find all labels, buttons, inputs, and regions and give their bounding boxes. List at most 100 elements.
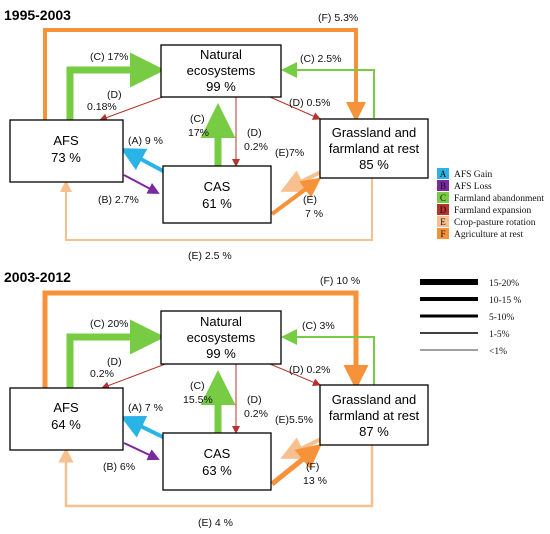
flow-label: (E) (303, 194, 317, 206)
legend-width-10-15: 10-15 % (420, 296, 522, 306)
legend-label: Crop-pasture rotation (454, 218, 536, 228)
legend-category-d: D Farmland expansion (437, 204, 532, 216)
flow-label: 0.2% (244, 141, 268, 153)
legend-key: C (440, 193, 446, 203)
box-value: 85 % (359, 157, 389, 172)
flow-label: 13 % (303, 475, 327, 487)
flow-label: (B) 2.7% (98, 194, 139, 206)
box-label: CAS (204, 446, 231, 461)
flow-label: (C) 2.5% (300, 53, 341, 65)
period-title: 1995-2003 (4, 7, 71, 23)
flow-d-natural-to-grassland (269, 363, 321, 386)
legend-key: E (440, 217, 446, 227)
box-label: Grassland and (332, 125, 417, 140)
flow-b-afs-to-cas (123, 174, 160, 194)
flow-label: (C) 17% (90, 51, 129, 63)
flow-label: (E)5.5% (275, 414, 313, 426)
box-label: CAS (204, 179, 231, 194)
legend-width-1-5: 1-5% (420, 330, 510, 340)
flow-label: 0.2% (244, 408, 268, 420)
flow-c-grassland-to-natural (281, 329, 375, 385)
flow-label: (D) 0.2% (289, 364, 330, 376)
legend-label: AFS Loss (454, 182, 492, 192)
box-afs: AFS 73 % (9, 119, 124, 183)
legend-width-lt1: <1% (420, 347, 507, 357)
flow-label: (D) (247, 394, 262, 406)
period-1995-2003: 1995-2003 (F) 5.3% (C) 17% (C) 2.5% (D) … (4, 7, 429, 262)
box-label: farmland at rest (329, 141, 420, 156)
box-label: ecosystems (187, 330, 256, 345)
flow-f-cas-to-grassland (270, 443, 322, 486)
flow-b-afs-to-cas (123, 442, 160, 461)
legend-category-e: E Crop-pasture rotation (437, 216, 536, 228)
flow-label: (C) 20% (90, 318, 129, 330)
box-cas: CAS 63 % (162, 432, 272, 491)
flow-a-cas-to-afs (120, 148, 166, 174)
legend-category-a: A AFS Gain (437, 168, 493, 180)
flow-d-natural-to-afs (99, 94, 169, 122)
flow-label: (B) 6% (103, 461, 135, 473)
box-cas: CAS 61 % (162, 165, 272, 224)
flow-c-afs-to-natural (66, 52, 165, 120)
box-natural-ecosystems: Natural ecosystems 99 % (160, 310, 282, 365)
flow-e-grassland-to-afs (60, 178, 373, 241)
flow-label: (D) (247, 127, 262, 139)
flow-d-natural-to-grassland (269, 96, 321, 120)
box-value: 64 % (51, 417, 81, 432)
box-value: 99 % (206, 79, 236, 94)
flow-label: 0.18% (87, 101, 117, 113)
legend-label: Agriculture at rest (454, 230, 523, 240)
legend-key: A (440, 169, 447, 179)
legend-label: Farmland abandonment (454, 194, 544, 204)
period-2003-2012: 2003-2012 (F) 10 % (C) 20% (C) 3% (D) 0.… (4, 269, 429, 529)
box-label: Natural (200, 47, 242, 62)
legend-label: AFS Gain (454, 170, 493, 180)
flow-label: 15.5% (183, 394, 213, 406)
legend-width-label: 10-15 % (489, 296, 522, 306)
flow-f-afs-to-grassland (42, 290, 369, 390)
flow-e-grassland-to-afs (58, 445, 374, 508)
legend: A AFS Gain B AFS Loss C Farmland abandon… (420, 168, 544, 357)
flow-label: 7 % (305, 208, 323, 220)
legend-category-b: B AFS Loss (437, 180, 492, 192)
box-afs: AFS 64 % (9, 387, 124, 451)
legend-width-label: <1% (489, 347, 507, 357)
legend-key: F (440, 229, 445, 239)
flow-c-afs-to-natural (66, 319, 165, 388)
legend-width-label: 1-5% (489, 330, 510, 340)
flow-label: 17% (188, 127, 209, 139)
flow-label: (E)7% (275, 147, 304, 159)
flow-label: (C) 3% (302, 320, 335, 332)
box-label: ecosystems (187, 63, 256, 78)
legend-width-label: 5-10% (489, 313, 514, 323)
flow-label: (C) (190, 380, 205, 392)
flow-label: (C) (190, 113, 205, 125)
box-value: 87 % (359, 424, 389, 439)
legend-width-15-20: 15-20% (420, 279, 519, 289)
flow-f-afs-to-grassland (43, 28, 366, 122)
legend-key: B (440, 181, 446, 191)
flow-label: (D) 0.5% (289, 97, 330, 109)
legend-width-label: 15-20% (489, 279, 519, 289)
box-label: AFS (53, 400, 79, 415)
period-title: 2003-2012 (4, 269, 71, 285)
flow-label: (D) (107, 356, 122, 368)
box-natural-ecosystems: Natural ecosystems 99 % (160, 44, 282, 98)
box-value: 73 % (51, 150, 81, 165)
flow-a-cas-to-afs (120, 415, 166, 440)
box-label: farmland at rest (329, 408, 420, 423)
legend-label: Farmland expansion (454, 206, 532, 216)
flow-e-cas-to-grassland (270, 177, 322, 216)
flow-label: (E) 2.5 % (188, 250, 232, 262)
box-label: Natural (200, 314, 242, 329)
flow-label: (F) (306, 461, 319, 473)
box-label: Grassland and (332, 392, 417, 407)
flow-label: 0.2% (90, 368, 114, 380)
legend-key: D (440, 205, 447, 215)
flow-label: (F) 5.3% (318, 12, 358, 24)
legend-category-f: F Agriculture at rest (437, 228, 523, 240)
flow-label: (A) 9 % (128, 135, 163, 147)
flow-label: (F) 10 % (320, 275, 360, 287)
